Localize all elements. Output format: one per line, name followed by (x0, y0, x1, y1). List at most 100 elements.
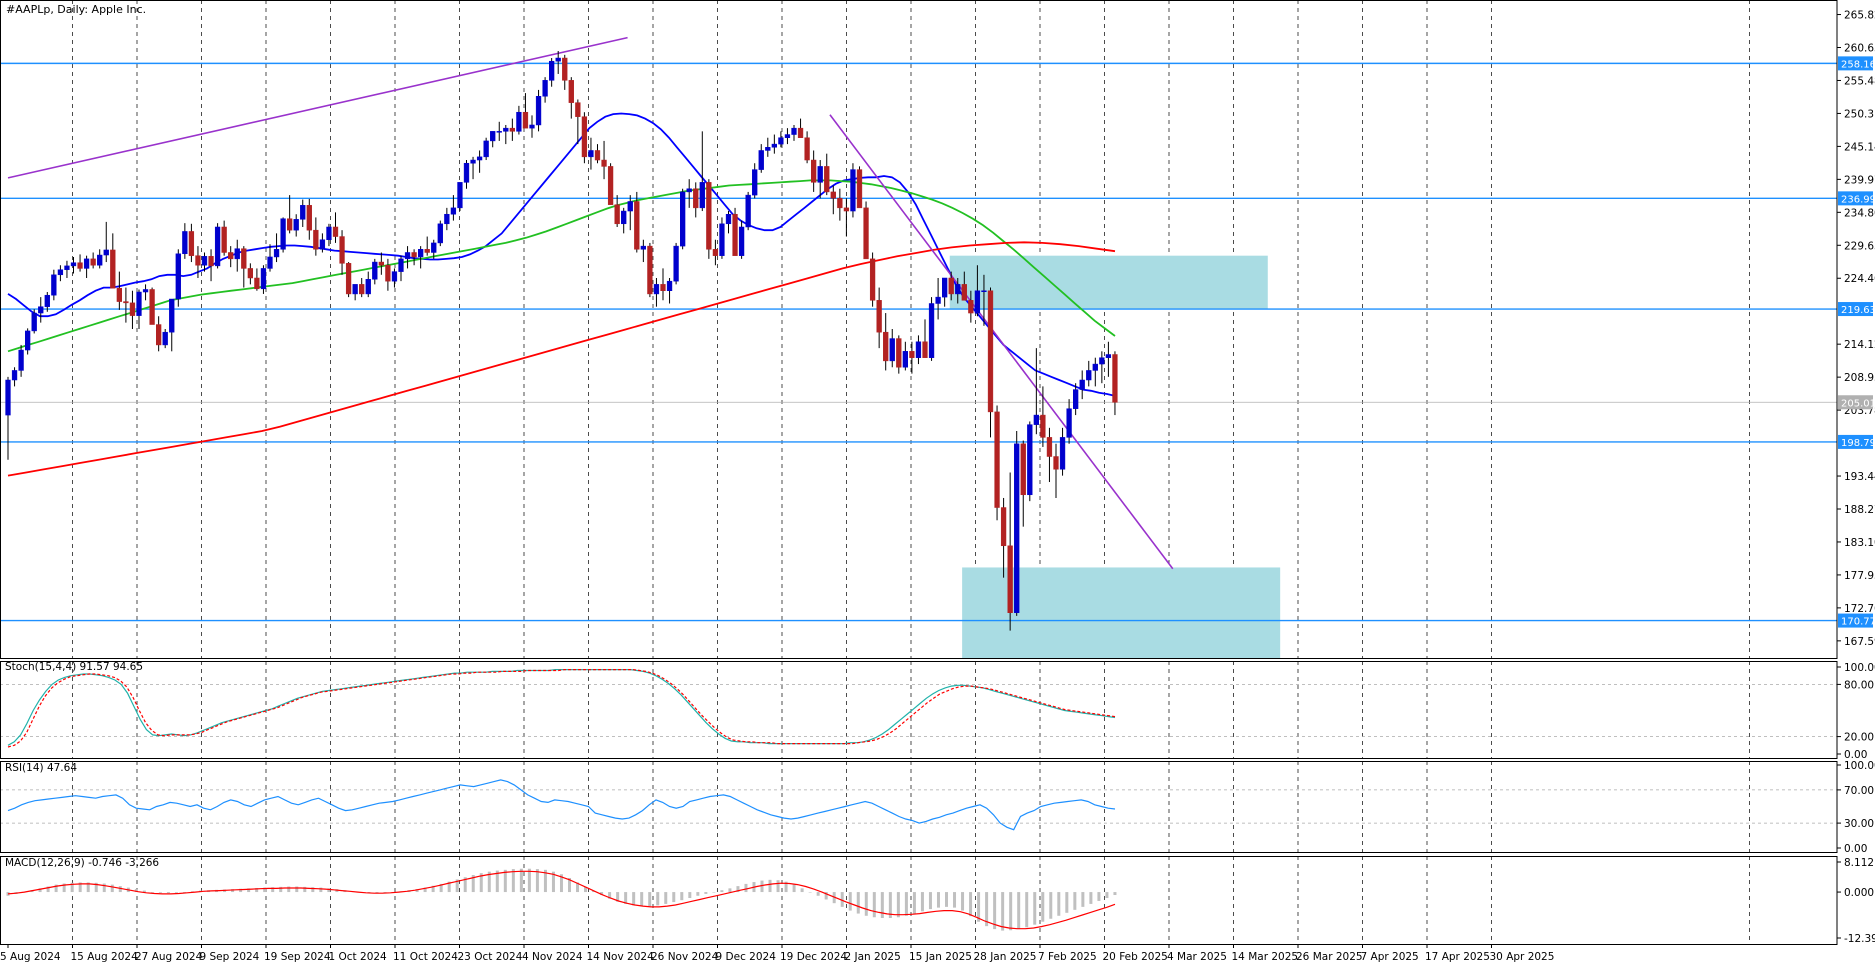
candle[interactable] (31, 309, 37, 334)
candle[interactable] (955, 277, 961, 304)
candle[interactable] (732, 207, 738, 256)
candle[interactable] (1007, 472, 1013, 631)
candle[interactable] (1020, 440, 1026, 527)
candle[interactable] (463, 160, 470, 189)
trendline[interactable] (829, 114, 1174, 570)
candle[interactable] (149, 287, 155, 325)
candle[interactable] (287, 195, 293, 234)
candle[interactable] (503, 124, 509, 145)
candle[interactable] (195, 246, 201, 278)
candlesticks[interactable] (5, 51, 1118, 631)
candle[interactable] (97, 249, 103, 269)
candle[interactable] (771, 134, 778, 154)
candle[interactable] (824, 153, 830, 196)
candle[interactable] (522, 93, 529, 129)
candle[interactable] (1086, 360, 1092, 387)
candle[interactable] (129, 290, 136, 329)
candle[interactable] (483, 137, 489, 161)
candle[interactable] (850, 163, 856, 218)
candle[interactable] (103, 221, 109, 263)
candle[interactable] (411, 249, 417, 266)
candle[interactable] (581, 112, 588, 164)
candle[interactable] (535, 89, 542, 132)
candle[interactable] (326, 223, 332, 247)
candle[interactable] (1105, 341, 1112, 377)
candle[interactable] (1027, 421, 1033, 502)
candle[interactable] (18, 344, 24, 377)
candle[interactable] (601, 140, 607, 180)
candle[interactable] (765, 137, 771, 157)
candle[interactable] (273, 233, 280, 263)
candle[interactable] (647, 242, 653, 298)
candle[interactable] (699, 131, 705, 212)
candle[interactable] (470, 156, 476, 180)
candle[interactable] (542, 77, 548, 103)
candle[interactable] (142, 284, 149, 301)
candle[interactable] (365, 271, 371, 298)
candle[interactable] (961, 271, 967, 301)
candle[interactable] (476, 150, 483, 173)
candle[interactable] (319, 233, 326, 253)
candle[interactable] (1099, 351, 1105, 384)
candle[interactable] (116, 271, 122, 310)
candle[interactable] (614, 195, 620, 227)
candle[interactable] (902, 341, 909, 371)
candle[interactable] (424, 236, 430, 256)
candle[interactable] (1079, 370, 1085, 400)
candle[interactable] (883, 313, 889, 371)
candle[interactable] (90, 252, 96, 269)
candle[interactable] (968, 290, 974, 323)
candle[interactable] (457, 182, 463, 212)
candle[interactable] (234, 239, 240, 272)
candle[interactable] (588, 137, 594, 170)
candle[interactable] (738, 220, 745, 259)
candle[interactable] (922, 319, 928, 358)
candle[interactable] (942, 277, 948, 307)
candle[interactable] (830, 185, 836, 215)
candle[interactable] (300, 199, 306, 227)
candle[interactable] (267, 244, 273, 272)
candle[interactable] (529, 115, 535, 138)
candle[interactable] (509, 118, 516, 141)
candle[interactable] (791, 124, 797, 141)
candle[interactable] (928, 297, 935, 361)
candle[interactable] (359, 277, 365, 298)
candle[interactable] (935, 277, 941, 320)
candle[interactable] (444, 207, 450, 231)
candle[interactable] (136, 289, 142, 329)
candle[interactable] (981, 274, 987, 326)
candle[interactable] (38, 297, 44, 323)
candle[interactable] (241, 246, 247, 288)
candle[interactable] (719, 217, 725, 259)
candle[interactable] (1092, 357, 1098, 387)
candle[interactable] (752, 163, 758, 199)
candle[interactable] (666, 277, 673, 304)
candle[interactable] (431, 239, 437, 259)
candle[interactable] (228, 246, 234, 268)
candle[interactable] (725, 211, 732, 234)
candle[interactable] (915, 335, 922, 365)
candle[interactable] (162, 329, 168, 349)
candle[interactable] (1033, 348, 1039, 435)
candle[interactable] (680, 188, 686, 250)
candle[interactable] (575, 99, 581, 145)
candle[interactable] (1000, 497, 1007, 578)
candle[interactable] (175, 249, 181, 307)
candle[interactable] (634, 191, 640, 253)
candle[interactable] (44, 292, 50, 312)
candle[interactable] (896, 335, 902, 374)
candle[interactable] (660, 268, 666, 301)
candle[interactable] (1040, 386, 1046, 447)
candle[interactable] (378, 252, 385, 275)
candle[interactable] (621, 207, 627, 234)
candle[interactable] (640, 239, 647, 263)
candle[interactable] (876, 287, 882, 349)
candle[interactable] (856, 166, 863, 209)
candle[interactable] (70, 256, 77, 274)
candle[interactable] (51, 269, 57, 301)
candle[interactable] (994, 405, 1000, 521)
candle[interactable] (398, 255, 404, 282)
candle[interactable] (568, 77, 574, 119)
candle[interactable] (339, 230, 345, 275)
candle[interactable] (345, 262, 352, 298)
